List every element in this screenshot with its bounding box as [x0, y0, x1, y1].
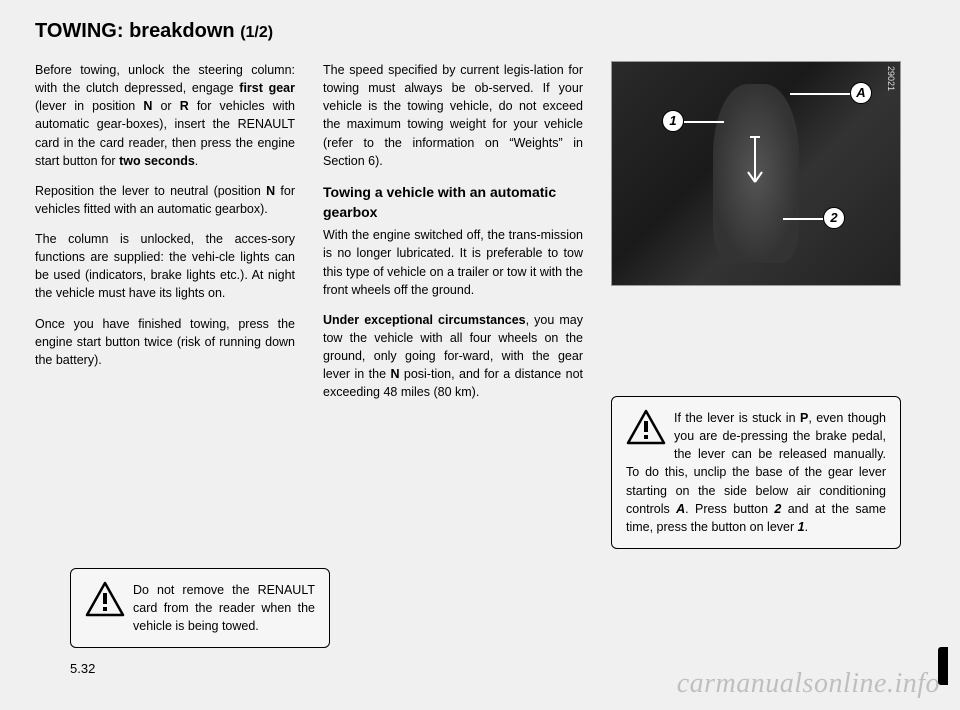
- c1-p3: The column is unlocked, the acces-sory f…: [35, 230, 295, 303]
- text: .: [805, 520, 808, 534]
- callout-A: A: [850, 82, 872, 104]
- c2-p3: Under exceptional circumstances, you may…: [323, 311, 583, 402]
- manual-page: TOWING: breakdown (1/2) Before towing, u…: [35, 20, 925, 690]
- c2-heading: Towing a vehicle with an automatic gearb…: [323, 182, 583, 223]
- text: (lever in position: [35, 99, 143, 113]
- text: .: [195, 154, 198, 168]
- c2-p1: The speed specified by current legis-lat…: [323, 61, 583, 170]
- photo-wrap: 29021 A 1 2: [611, 61, 901, 286]
- text-bold: two seconds: [119, 154, 195, 168]
- c2-p2: With the engine switched off, the trans-…: [323, 226, 583, 299]
- page-number: 5.32: [70, 661, 95, 676]
- text: or: [152, 99, 179, 113]
- leader-A: [790, 93, 850, 95]
- text-bold: first gear: [239, 81, 295, 95]
- callout-1: 1: [662, 110, 684, 132]
- leader-1: [684, 121, 724, 123]
- warning-triangle-icon: [85, 581, 125, 617]
- page-title: TOWING: breakdown (1/2): [35, 20, 925, 43]
- warn-left-text: Do not remove the RENAULT card from the …: [133, 583, 315, 633]
- warning-triangle-icon: [626, 409, 666, 445]
- column-3: 29021 A 1 2: [611, 61, 901, 549]
- title-part: (1/2): [240, 24, 273, 41]
- watermark: carmanualsonline.info: [677, 668, 940, 700]
- text-bold: R: [180, 99, 189, 113]
- column-2: The speed specified by current legis-lat…: [323, 61, 583, 549]
- title-main: TOWING: breakdown: [35, 20, 240, 42]
- leader-2: [783, 218, 823, 220]
- text-bold-italic: A: [676, 502, 685, 516]
- warning-box-right: If the lever is stuck in P, even though …: [611, 396, 901, 549]
- text-bold: Under exceptional circumstances: [323, 313, 526, 327]
- text: If the lever is stuck in: [674, 411, 800, 425]
- c1-p2: Reposition the lever to neutral (positio…: [35, 182, 295, 218]
- c1-p4: Once you have finished towing, press the…: [35, 315, 295, 369]
- text-bold: N: [266, 184, 275, 198]
- image-number: 29021: [886, 66, 896, 91]
- down-arrow-icon: [740, 132, 770, 202]
- content-columns: Before towing, unlock the steering colum…: [35, 61, 925, 549]
- column-1: Before towing, unlock the steering colum…: [35, 61, 295, 549]
- gear-lever-photo: 29021 A 1 2: [611, 61, 901, 286]
- text: . Press button: [685, 502, 774, 516]
- c1-p1: Before towing, unlock the steering colum…: [35, 61, 295, 170]
- callout-2: 2: [823, 207, 845, 229]
- text-bold-italic: 1: [798, 520, 805, 534]
- text: Reposition the lever to neutral (positio…: [35, 184, 266, 198]
- warning-box-left: Do not remove the RENAULT card from the …: [70, 568, 330, 648]
